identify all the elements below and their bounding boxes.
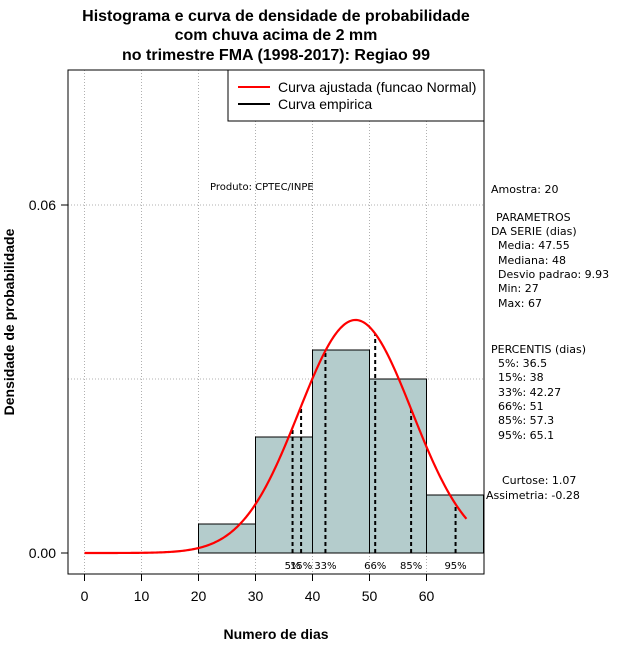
stat-p5: 5%: 36.5 bbox=[498, 357, 547, 370]
x-tick-label: 40 bbox=[305, 588, 321, 604]
percentile-label: 66% bbox=[364, 561, 386, 572]
stat-parametros-subtitle: DA SERIE (dias) bbox=[491, 225, 577, 238]
stat-p33: 33%: 42.27 bbox=[498, 386, 561, 399]
x-tick-label: 0 bbox=[81, 588, 89, 604]
stat-amostra: Amostra: 20 bbox=[491, 183, 558, 196]
y-axis-label: Densidade de probabilidade bbox=[1, 228, 17, 415]
legend-label-fitted: Curva ajustada (funcao Normal) bbox=[278, 79, 476, 95]
histogram-bar bbox=[198, 523, 256, 554]
legend: Curva ajustada (funcao Normal) Curva emp… bbox=[227, 69, 485, 122]
stat-assimetria: Assimetria: -0.28 bbox=[486, 489, 580, 502]
stat-percentis-title: PERCENTIS (dias) bbox=[491, 343, 586, 356]
chart-title-line-3: no trimestre FMA (1998-2017): Regiao 99 bbox=[122, 47, 430, 64]
histogram-bar bbox=[369, 378, 427, 554]
x-axis-label: Numero de dias bbox=[223, 626, 328, 642]
percentile-label: 33% bbox=[314, 561, 336, 572]
percentile-label: 85% bbox=[400, 561, 422, 572]
stat-min: Min: 27 bbox=[498, 282, 539, 295]
producer-note: Produto: CPTEC/INPE bbox=[210, 182, 314, 193]
x-tick-label: 60 bbox=[419, 588, 435, 604]
stat-mediana: Mediana: 48 bbox=[498, 254, 566, 267]
percentile-lines: 5%15% 33% 66% 85% 95% bbox=[285, 333, 467, 572]
stat-curtose: Curtose: 1.07 bbox=[502, 474, 576, 487]
stat-p66: 66%: 51 bbox=[498, 400, 544, 413]
y-tick-label: 0.06 bbox=[29, 197, 56, 213]
y-tick-label: 0.00 bbox=[29, 545, 56, 561]
stat-parametros-title: PARAMETROS bbox=[496, 211, 571, 224]
stat-desvio: Desvio padrao: 9.93 bbox=[498, 268, 609, 281]
chart-title-line-1: Histograma e curva de densidade de proba… bbox=[82, 8, 470, 25]
x-tick-label: 20 bbox=[191, 588, 207, 604]
stat-p15: 15%: 38 bbox=[498, 371, 544, 384]
percentile-label: 15% bbox=[290, 561, 312, 572]
percentile-label: 5% bbox=[285, 561, 301, 572]
x-tick-label: 50 bbox=[362, 588, 378, 604]
stat-p95: 95%: 65.1 bbox=[498, 429, 554, 442]
normal-curve bbox=[84, 318, 468, 555]
x-tick-label: 30 bbox=[248, 588, 264, 604]
histogram-bar bbox=[312, 349, 370, 554]
chart-title-line-2: com chuva acima de 2 mm bbox=[175, 27, 378, 44]
legend-box bbox=[227, 69, 485, 122]
grid-lines bbox=[68, 70, 484, 574]
percentile-label: 95% bbox=[444, 561, 466, 572]
histogram-bar bbox=[255, 436, 313, 554]
stat-media: Media: 47.55 bbox=[498, 239, 570, 252]
legend-label-empirical: Curva empirica bbox=[278, 96, 372, 112]
stat-max: Max: 67 bbox=[498, 297, 542, 310]
stat-p85: 85%: 57.3 bbox=[498, 414, 554, 427]
histogram-bars bbox=[198, 349, 484, 554]
x-tick-label: 10 bbox=[134, 588, 150, 604]
stats-panel: Amostra: 20 PARAMETROS DA SERIE (dias) M… bbox=[486, 183, 609, 502]
axes: 0 10 20 30 40 50 60 0.00 0.06 bbox=[29, 197, 435, 604]
